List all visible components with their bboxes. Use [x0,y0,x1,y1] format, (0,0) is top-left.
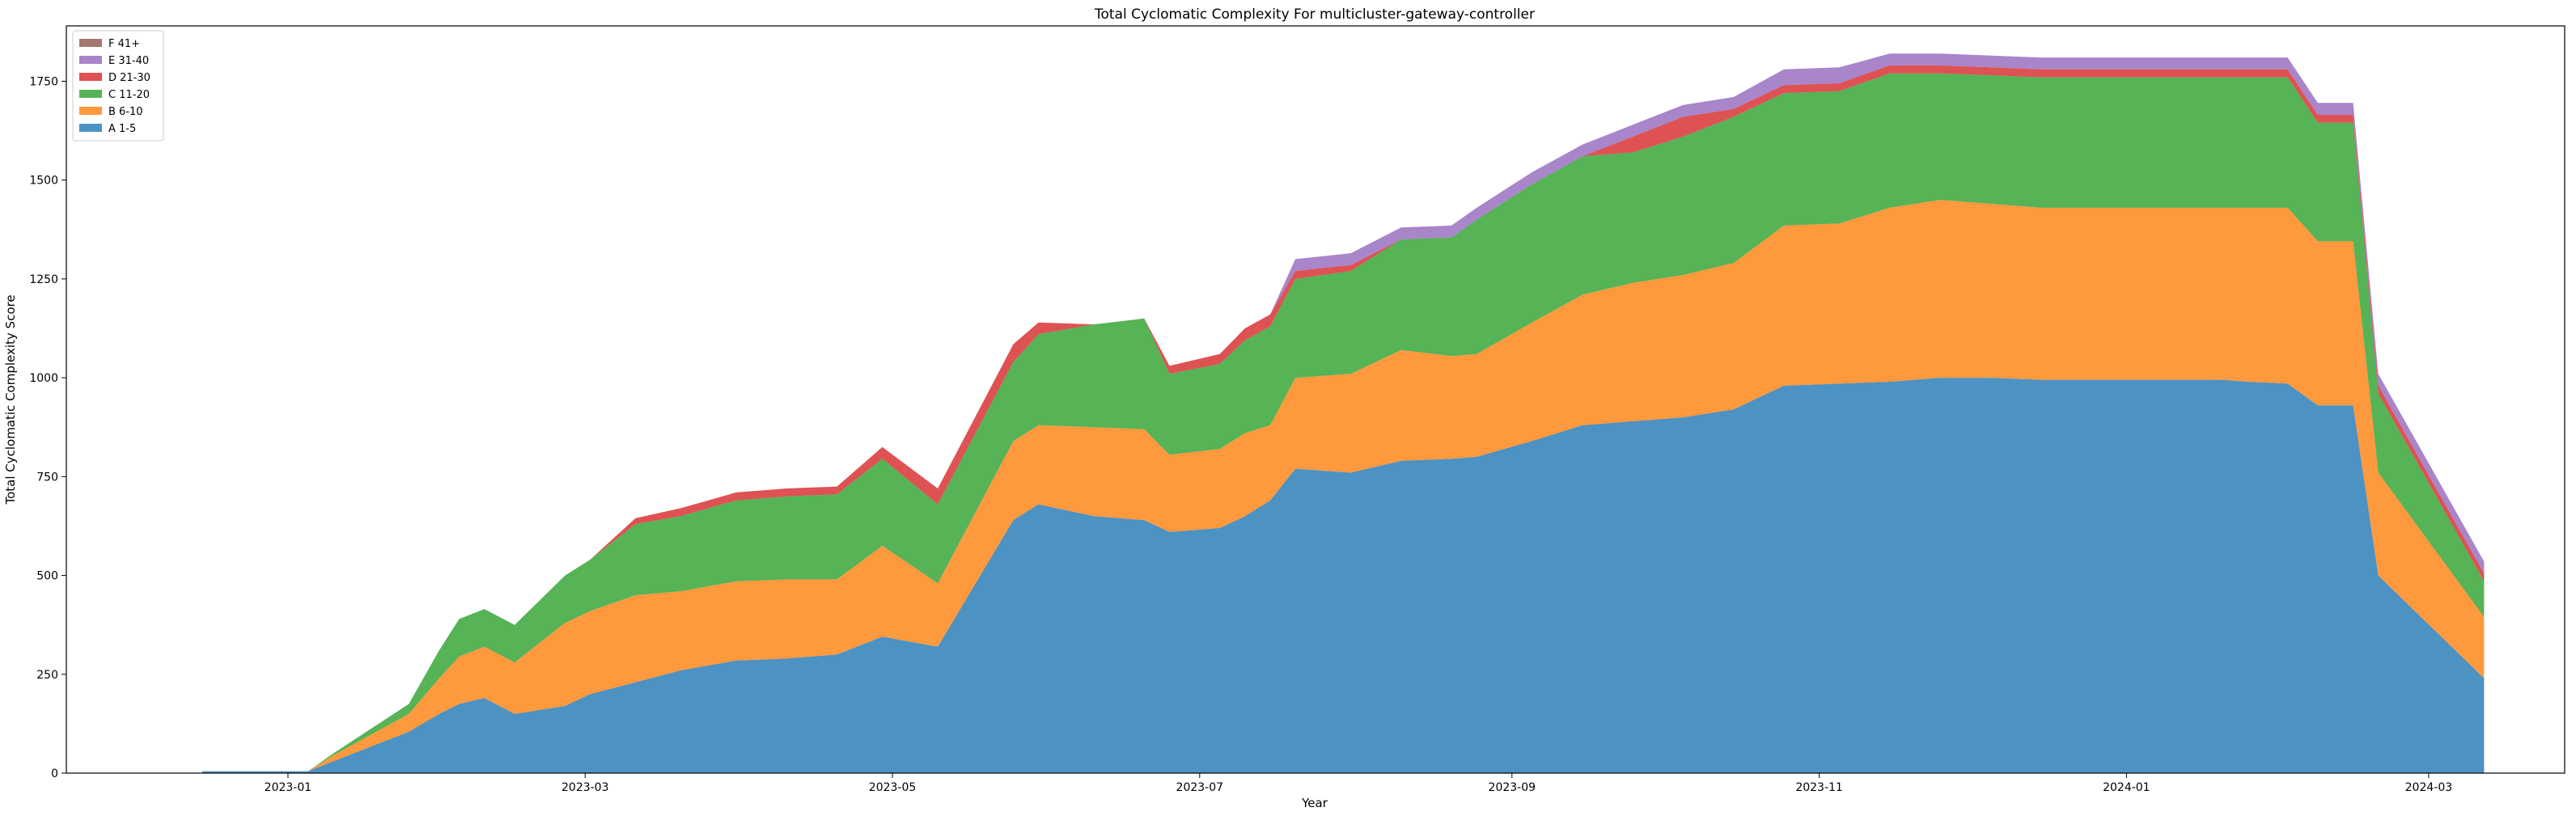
area-series-2 [202,73,2485,772]
legend-swatch [79,90,102,98]
legend-label: F 41+ [108,38,140,50]
x-tick-label: 2023-05 [869,781,917,794]
y-tick-label: 1500 [29,175,58,188]
legend-label: A 1-5 [108,123,136,135]
area-series-0 [202,378,2485,773]
legend-label: B 6-10 [108,106,143,118]
legend: F 41+ E 31-40 D 21-30 C 11-20 B 6-10 A 1-5 [72,30,164,142]
x-tick-label: 2024-01 [2103,781,2150,794]
x-axis: 2023-01 2023-03 2023-05 2023-07 2023-09 2023-… [265,773,2452,794]
x-tick-label: 2023-03 [561,781,609,794]
legend-swatch [79,107,102,115]
y-tick-label: 250 [36,669,58,682]
x-tick-label: 2023-09 [1489,781,1536,794]
y-axis: 0 250 500 750 1000 1250 1500 1750 [29,75,66,780]
legend-swatch [79,73,102,81]
legend-swatch [79,124,102,132]
y-tick-label: 750 [36,471,58,484]
x-axis-label: Year [1301,796,1328,810]
y-tick-label: 0 [51,767,58,780]
legend-label: E 31-40 [108,55,149,67]
y-tick-label: 500 [36,570,58,583]
legend-swatch [79,56,102,64]
x-tick-label: 2024-03 [2405,781,2453,794]
legend-label: C 11-20 [108,89,150,101]
x-tick-label: 2023-01 [265,781,312,794]
areas-layer [202,53,2485,773]
y-tick-label: 1250 [29,273,58,286]
area-series-1 [202,200,2485,772]
plot-frame [66,25,2565,774]
y-axis-label: Total Cyclomatic Complexity Score [3,294,18,505]
y-tick-label: 1000 [29,372,58,385]
legend-swatch [79,39,102,47]
chart-title: Total Cyclomatic Complexity For multiclu… [1094,6,1535,23]
y-tick-label: 1750 [29,75,58,88]
x-tick-label: 2023-11 [1795,781,1843,794]
x-tick-label: 2023-07 [1176,781,1224,794]
legend-label: D 21-30 [108,72,150,84]
